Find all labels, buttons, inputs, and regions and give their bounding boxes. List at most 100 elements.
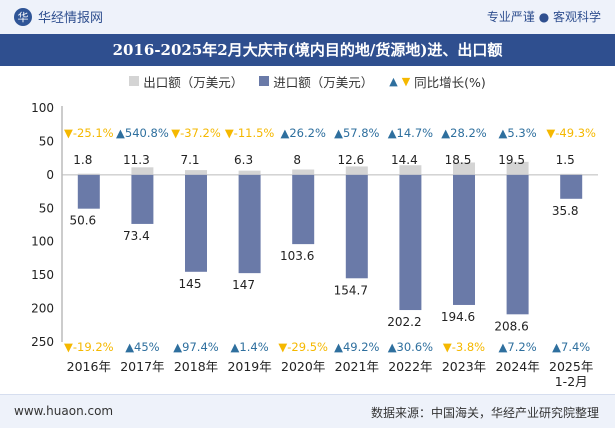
import-growth-label: ▲45% [125, 340, 159, 354]
x-tick-line: 2016年 [67, 359, 111, 374]
y-tick-label: 100 [31, 101, 54, 115]
export-bar [131, 167, 154, 175]
growth-value: 49.2% [343, 340, 380, 354]
export-bar [560, 173, 583, 175]
export-bar [238, 170, 261, 175]
export-growth-label: ▲28.2% [441, 126, 486, 140]
export-bar [77, 173, 100, 175]
export-value-label: 8 [293, 153, 301, 167]
x-tick-line: 2017年 [120, 359, 164, 374]
export-growth-label: ▼-37.2% [171, 126, 221, 140]
x-tick-label: 2016年 [67, 359, 111, 374]
triangle-up-icon: ▲ [280, 126, 289, 140]
import-growth-label: ▲97.4% [173, 340, 218, 354]
growth-value: 26.2% [289, 126, 326, 140]
triangle-up-icon: ▲ [499, 126, 508, 140]
export-value-label: 1.8 [73, 153, 92, 167]
export-growth-label: ▲14.7% [388, 126, 433, 140]
triangle-down-icon: ▼ [443, 340, 452, 354]
growth-value: 45% [134, 340, 160, 354]
import-bar [345, 174, 368, 279]
export-bar [345, 166, 368, 175]
import-bar [399, 174, 422, 311]
logo-icon: 华 [14, 7, 32, 26]
chart-title: 2016-2025年2月大庆市(境内目的地/货源地)进、出口额 [0, 34, 615, 66]
x-tick-label: 2024年 [495, 359, 539, 374]
growth-value: -25.1% [73, 126, 114, 140]
export-bar [292, 169, 315, 175]
chart-plot: 100500501001502002501.850.6▼-25.1%▼-19.2… [31, 101, 598, 389]
import-value-label: 35.8 [552, 204, 579, 218]
y-tick-label: 200 [31, 302, 54, 316]
import-growth-label: ▼-3.8% [443, 340, 485, 354]
legend-export-swatch [129, 76, 140, 86]
triangle-up-icon: ▲ [173, 340, 182, 354]
export-value-label: 14.4 [391, 153, 418, 167]
triangle-down-icon: ▼ [64, 126, 73, 140]
legend-growth: ▲ ▼ 同比增长(%) [389, 72, 486, 91]
import-growth-label: ▲1.4% [231, 340, 269, 354]
import-value-label: 154.7 [334, 283, 368, 297]
import-growth-label: ▲49.2% [334, 340, 379, 354]
import-growth-label: ▲7.4% [552, 340, 590, 354]
legend-import-label: 进口额（万美元） [273, 74, 374, 90]
export-growth-label: ▲26.2% [280, 126, 325, 140]
growth-value: 540.8% [125, 126, 169, 140]
import-value-label: 202.2 [387, 315, 421, 329]
triangle-up-icon: ▲ [334, 126, 343, 140]
x-tick-line: 1-2月 [555, 374, 588, 389]
import-bar [506, 174, 529, 315]
x-tick-line: 2024年 [495, 359, 539, 374]
triangle-up-icon: ▲ [441, 126, 450, 140]
import-bar [131, 174, 154, 224]
export-value-label: 6.3 [234, 153, 253, 167]
footer: www.huaon.com 数据来源：中国海关，华经产业研究院整理 [0, 394, 615, 428]
export-growth-label: ▼-11.5% [225, 126, 275, 140]
x-tick-line: 2020年 [281, 359, 325, 374]
triangle-down-icon: ▼ [64, 340, 73, 354]
footer-website: www.huaon.com [14, 404, 114, 418]
growth-value: 5.3% [507, 126, 536, 140]
import-bar [185, 174, 207, 272]
y-tick-label: 100 [31, 235, 54, 249]
triangle-up-icon: ▲ [552, 340, 561, 354]
x-tick-label: 2023年 [442, 359, 486, 374]
import-value-label: 73.4 [123, 229, 150, 243]
import-value-label: 145 [179, 277, 202, 291]
export-value-label: 7.1 [180, 153, 199, 167]
x-tick-line: 2022年 [388, 359, 432, 374]
legend-export-label: 出口额（万美元） [143, 74, 244, 90]
x-tick-line: 2025年 [549, 359, 593, 374]
y-tick-label: 150 [31, 268, 54, 282]
growth-value: -29.5% [287, 340, 328, 354]
growth-value: 57.8% [343, 126, 380, 140]
y-tick-label: 0 [46, 168, 54, 182]
legend-growth-label: 同比增长(%) [414, 74, 486, 90]
triangle-up-icon: ▲ [389, 74, 398, 88]
growth-value: -49.3% [555, 126, 596, 140]
export-growth-label: ▲5.3% [499, 126, 537, 140]
y-tick-label: 50 [39, 201, 54, 215]
triangle-down-icon: ▼ [171, 126, 180, 140]
import-bar [238, 174, 261, 274]
x-tick-label: 2020年 [281, 359, 325, 374]
legend: 出口额（万美元） 进口额（万美元） ▲ ▼ 同比增长(%) [0, 70, 615, 92]
growth-value: -11.5% [234, 126, 275, 140]
triangle-down-icon: ▼ [546, 126, 555, 140]
import-bar [77, 174, 100, 209]
x-tick-label: 2021年 [335, 359, 379, 374]
legend-import-swatch [259, 76, 270, 86]
growth-value: 7.4% [561, 340, 590, 354]
growth-value: 1.4% [239, 340, 268, 354]
growth-value: 7.2% [507, 340, 536, 354]
growth-value: -37.2% [180, 126, 221, 140]
triangle-up-icon: ▲ [388, 126, 397, 140]
export-value-label: 18.5 [445, 153, 472, 167]
triangle-up-icon: ▲ [334, 340, 343, 354]
import-growth-label: ▲7.2% [499, 340, 537, 354]
export-value-label: 19.5 [498, 153, 525, 167]
footer-source: 数据来源：中国海关，华经产业研究院整理 [370, 406, 599, 420]
x-tick-label: 2022年 [388, 359, 432, 374]
export-growth-label: ▼-25.1% [64, 126, 114, 140]
